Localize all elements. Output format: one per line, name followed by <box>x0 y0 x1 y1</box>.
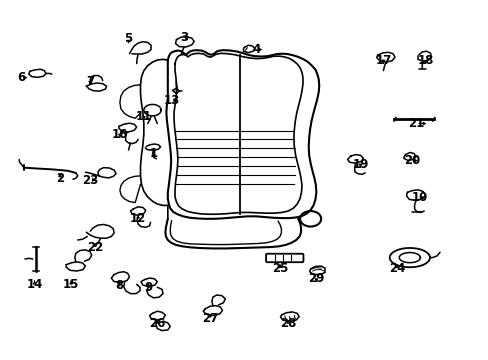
Text: 12: 12 <box>130 212 146 225</box>
Text: 15: 15 <box>62 278 79 291</box>
Text: 19: 19 <box>351 158 368 171</box>
Text: 6: 6 <box>18 71 26 84</box>
Text: 25: 25 <box>272 262 288 275</box>
Text: 28: 28 <box>280 318 296 330</box>
Text: 16: 16 <box>111 128 128 141</box>
Text: 13: 13 <box>163 94 180 107</box>
Text: 7: 7 <box>86 75 94 88</box>
Text: 17: 17 <box>375 54 391 67</box>
Text: 21: 21 <box>407 117 423 130</box>
Text: 2: 2 <box>56 172 64 185</box>
Text: 26: 26 <box>149 318 165 330</box>
Text: 22: 22 <box>87 240 103 253</box>
Text: 29: 29 <box>307 271 324 284</box>
Text: 18: 18 <box>417 54 433 67</box>
Text: 4: 4 <box>252 43 260 56</box>
Text: 9: 9 <box>144 281 152 294</box>
Text: 8: 8 <box>115 279 123 292</box>
Text: 10: 10 <box>410 191 427 204</box>
Text: 27: 27 <box>202 312 218 325</box>
Text: 14: 14 <box>26 278 43 291</box>
Text: 3: 3 <box>180 31 188 44</box>
Text: 23: 23 <box>82 174 98 186</box>
Text: 1: 1 <box>149 147 157 160</box>
Text: 11: 11 <box>136 110 152 123</box>
Text: 24: 24 <box>388 262 404 275</box>
Text: 5: 5 <box>124 32 132 45</box>
Text: 20: 20 <box>403 154 420 167</box>
